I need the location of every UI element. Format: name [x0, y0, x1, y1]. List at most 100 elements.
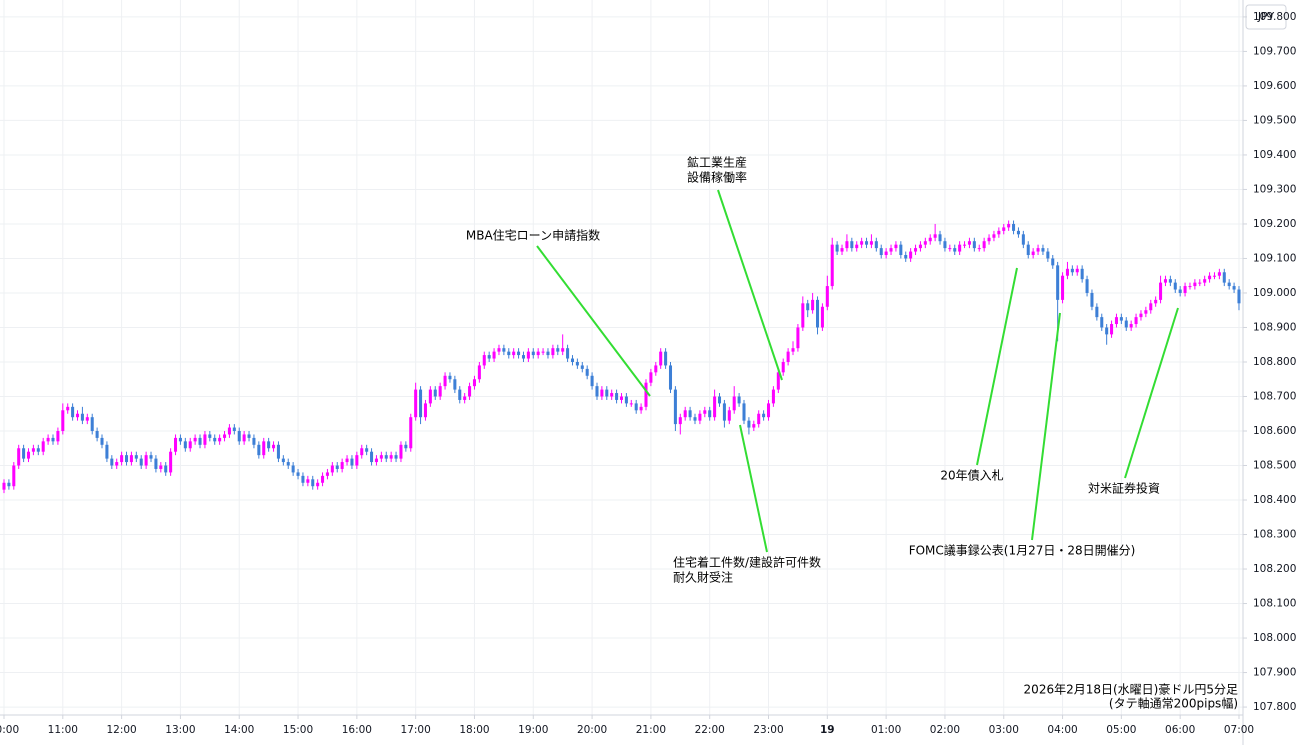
- candle-body: [193, 437, 197, 442]
- candle-body: [1212, 275, 1216, 277]
- y-axis: JPY 107.800 107.900 108.000 108.100 108.200 1…: [1243, 4, 1296, 713]
- candle-body: [958, 244, 962, 252]
- candle-body: [977, 248, 981, 250]
- candle-body: [174, 437, 178, 452]
- candle-body: [183, 441, 187, 449]
- candle-body: [590, 375, 594, 387]
- y-tick-label: 107.800: [1253, 701, 1296, 713]
- candle-body: [1075, 268, 1079, 273]
- annotation-leader: [536, 245, 651, 397]
- candle-body: [90, 417, 94, 432]
- y-tick-label: 108.200: [1253, 563, 1296, 575]
- candle-body: [766, 403, 771, 418]
- candle-body: [1095, 306, 1099, 318]
- candle-body: [1129, 324, 1133, 328]
- y-tick-label: 108.000: [1253, 632, 1296, 644]
- candle-body: [1198, 282, 1202, 284]
- candle-body: [325, 472, 329, 476]
- annotation-leader: [1124, 307, 1179, 479]
- candle-body: [1144, 310, 1148, 314]
- candle-body: [1232, 286, 1236, 290]
- footnote: 2026年2月18日(水曜日)豪ドル円5分足(タテ軸通常200pips幅): [1024, 682, 1238, 711]
- x-tick-label: 17:00: [401, 724, 431, 736]
- candle-body: [840, 248, 844, 252]
- candle-body: [213, 437, 217, 442]
- candle-body: [1168, 279, 1172, 283]
- candle-body: [551, 348, 555, 356]
- candle-body: [963, 244, 967, 246]
- candle-body: [1041, 248, 1045, 252]
- candle-body: [120, 455, 124, 463]
- candle-body: [713, 396, 717, 418]
- x-tick-label: 04:00: [1047, 724, 1077, 736]
- candle-body: [801, 303, 805, 328]
- candle-body: [649, 372, 653, 383]
- candle-body: [629, 403, 633, 405]
- candle-body: [497, 348, 501, 352]
- candle-body: [203, 434, 207, 445]
- candle-body: [423, 403, 427, 418]
- candle-body: [762, 413, 766, 418]
- candle-body: [742, 403, 746, 421]
- candle-body: [374, 458, 378, 463]
- candle-body: [967, 241, 971, 245]
- candle-body: [482, 355, 486, 366]
- candle-body: [566, 348, 570, 359]
- x-tick-label: 02:00: [930, 724, 960, 736]
- candle-body: [1134, 317, 1138, 325]
- candle-body: [159, 465, 163, 469]
- candle-body: [507, 351, 511, 356]
- candle-body: [521, 355, 525, 359]
- candle-body: [619, 396, 624, 400]
- candle-body: [639, 406, 643, 411]
- candle-body: [894, 244, 898, 249]
- candle-body: [1154, 299, 1158, 304]
- candle-body: [874, 241, 878, 249]
- candle-body: [394, 455, 398, 459]
- candle-body: [267, 441, 271, 449]
- candle-body: [340, 462, 344, 469]
- candle-body: [316, 482, 320, 487]
- candle-body: [80, 413, 84, 421]
- y-tick-label: 109.400: [1253, 149, 1296, 161]
- candle-body: [419, 389, 423, 418]
- candle-body: [771, 389, 775, 404]
- candle-body: [1237, 289, 1241, 304]
- candle-body: [923, 241, 927, 245]
- candle-body: [688, 410, 692, 418]
- candle-body: [512, 351, 516, 356]
- candle-body: [722, 403, 726, 421]
- candle-body: [463, 396, 467, 400]
- candle-body: [644, 382, 648, 407]
- candle-body: [1012, 223, 1016, 231]
- annotation-text: FOMC議事録公表(1月27日・28日開催分): [909, 543, 1136, 558]
- candle-body: [757, 413, 761, 425]
- candle-body: [997, 230, 1001, 235]
- candle-body: [272, 444, 276, 449]
- candle-body: [227, 427, 231, 435]
- candle-body: [531, 351, 535, 356]
- candle-body: [1046, 251, 1050, 259]
- candle-body: [1119, 317, 1123, 321]
- candle-body: [541, 351, 545, 353]
- candle-body: [1163, 279, 1167, 283]
- candle-body: [747, 420, 751, 428]
- annotation-leader: [739, 424, 768, 553]
- candle-body: [360, 448, 364, 456]
- candle-body: [737, 396, 741, 404]
- candle-body: [914, 248, 918, 252]
- candle-body: [154, 458, 158, 469]
- candle-body: [526, 351, 530, 359]
- candle-body: [66, 406, 70, 411]
- candle-body: [7, 482, 11, 487]
- candle-body: [815, 299, 820, 328]
- candle-body: [933, 234, 937, 238]
- annotation-text: 20年債入札: [940, 468, 1003, 483]
- candle-body: [389, 455, 393, 459]
- y-tick-label: 109.000: [1253, 287, 1296, 299]
- footnote-text: 2026年2月18日(水曜日)豪ドル円5分足: [1024, 682, 1238, 697]
- candle-body: [129, 455, 133, 463]
- candle-body: [237, 431, 241, 442]
- candle-body: [12, 465, 16, 487]
